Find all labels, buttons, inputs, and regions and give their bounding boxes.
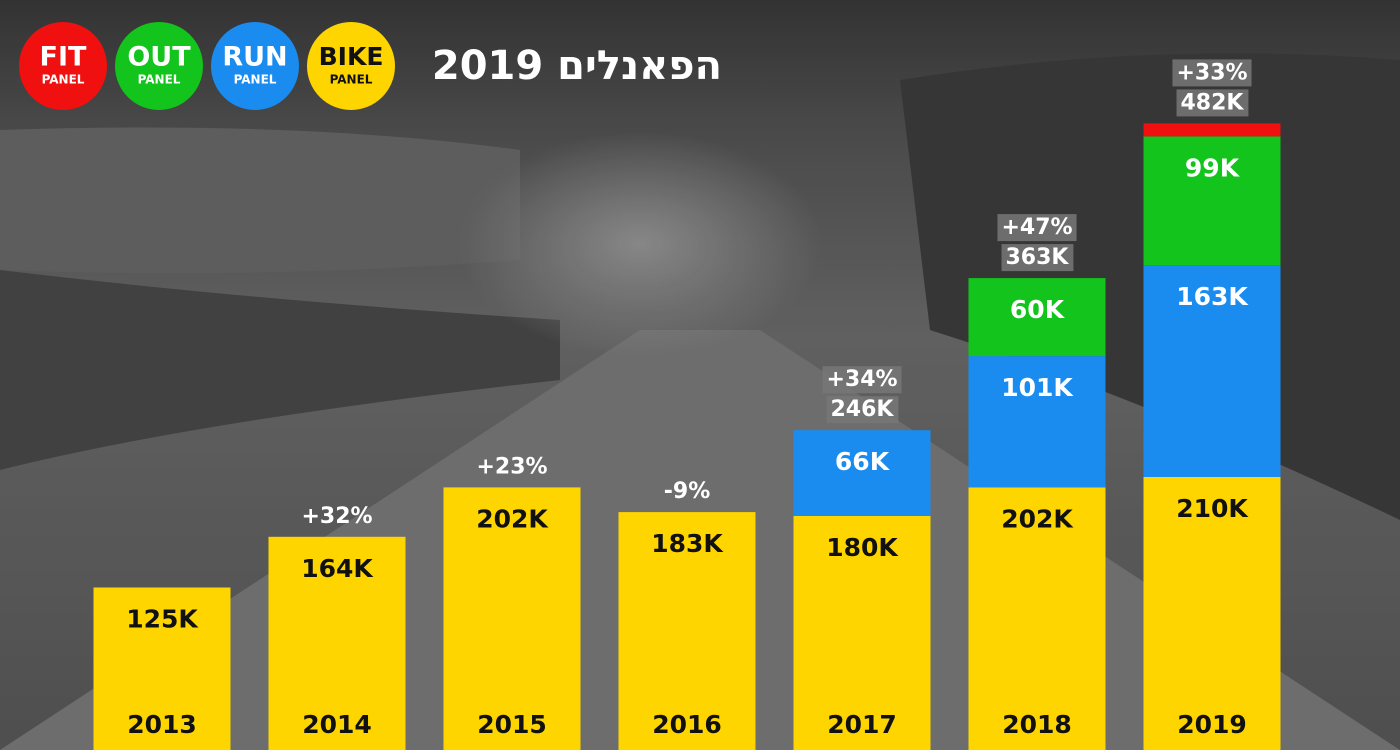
- bar-segment: [1143, 265, 1281, 477]
- value-label: 163K: [1176, 282, 1249, 311]
- chart-title: הפאנלים 2019: [432, 43, 722, 89]
- bar-segment: [793, 430, 931, 516]
- bar-segment: [1143, 123, 1281, 137]
- value-label: 202K: [476, 504, 549, 533]
- bar-segment: [268, 536, 406, 750]
- x-tick-label: 2016: [652, 710, 722, 739]
- legend-swatch: [19, 22, 107, 110]
- total-label: 363K: [1006, 245, 1070, 270]
- value-label: 202K: [1001, 504, 1074, 533]
- total-label: 482K: [1181, 90, 1245, 115]
- bar-segment: [618, 512, 756, 750]
- change-label: +47%: [1001, 215, 1072, 240]
- value-label: 183K: [651, 529, 724, 558]
- value-label: 101K: [1001, 373, 1074, 402]
- x-tick-label: 2018: [1002, 710, 1072, 739]
- bar-segment: [443, 487, 581, 750]
- change-label: +33%: [1176, 60, 1247, 85]
- legend-sublabel: PANEL: [42, 73, 85, 87]
- x-tick-label: 2014: [302, 710, 372, 739]
- value-label: 99K: [1185, 153, 1241, 182]
- change-label-bg: [997, 214, 1077, 242]
- x-tick-label: 2015: [477, 710, 547, 739]
- bar-segment: [968, 356, 1106, 488]
- legend-swatch: [115, 22, 203, 110]
- value-label: 210K: [1176, 494, 1249, 523]
- bar-segment: [793, 516, 931, 750]
- total-label-bg: [1001, 244, 1074, 272]
- value-label: 66K: [835, 447, 891, 476]
- change-label: +32%: [301, 504, 372, 529]
- change-label: +23%: [476, 454, 547, 479]
- bars: 125K 2013 164K 2014 +32% 202K 2015 +23% 183K 2016…: [93, 59, 1281, 750]
- bar-segment: [968, 278, 1106, 357]
- legend-sublabel: PANEL: [138, 73, 181, 87]
- bar-segment: [1143, 136, 1281, 266]
- legend-swatch: [307, 22, 395, 110]
- total-label: 246K: [831, 397, 895, 422]
- total-label-bg: [1176, 89, 1249, 117]
- change-label: +34%: [826, 367, 897, 392]
- x-tick-label: 2017: [827, 710, 897, 739]
- value-label: 180K: [826, 533, 899, 562]
- value-label: 164K: [301, 554, 374, 583]
- legend-sublabel: PANEL: [330, 73, 373, 87]
- bar-segment: [93, 587, 231, 750]
- x-tick-label: 2013: [127, 710, 197, 739]
- bar-segment: [1143, 477, 1281, 750]
- legend-label: BIKE: [319, 42, 384, 71]
- legend-label: FIT: [40, 42, 87, 73]
- bar-segment: [968, 487, 1106, 750]
- legend-label: RUN: [222, 42, 287, 73]
- change-label: -9%: [664, 479, 710, 504]
- legend-sublabel: PANEL: [234, 73, 277, 87]
- x-tick-label: 2019: [1177, 710, 1247, 739]
- value-label: 60K: [1010, 295, 1066, 324]
- change-label-bg: [822, 366, 902, 394]
- legend-label: OUT: [127, 42, 191, 73]
- change-label-bg: [1172, 59, 1252, 87]
- total-label-bg: [826, 396, 899, 424]
- value-label: 125K: [126, 605, 199, 634]
- legend-swatch: [211, 22, 299, 110]
